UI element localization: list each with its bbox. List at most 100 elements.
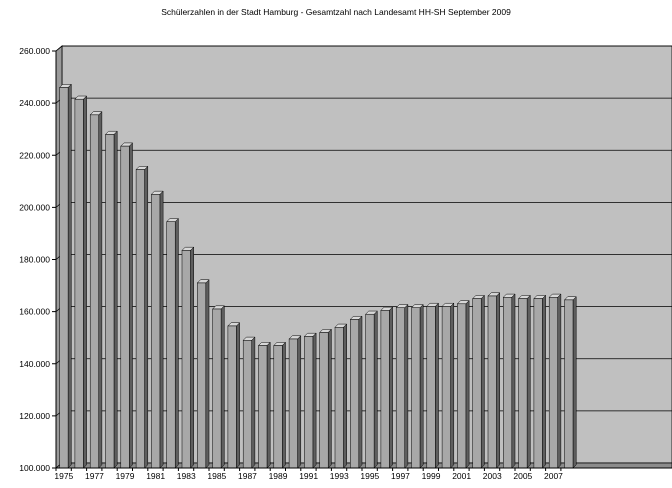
x-tick-label: 1977 <box>85 471 104 481</box>
gridline-side <box>55 45 63 52</box>
x-tick-label: 1985 <box>207 471 226 481</box>
bar-side <box>282 341 286 469</box>
x-tick-label: 1993 <box>330 471 349 481</box>
bar <box>151 194 161 469</box>
bar <box>59 87 69 469</box>
bar-side <box>480 294 485 469</box>
x-tick-label: 1979 <box>116 471 135 481</box>
bar <box>365 313 375 469</box>
x-tick-label: 1989 <box>269 471 288 481</box>
bar-side <box>419 303 424 469</box>
bar-side <box>465 300 470 469</box>
bar-side <box>205 279 210 469</box>
bar <box>319 332 329 469</box>
bar <box>212 308 222 469</box>
x-tick-label: 1995 <box>360 471 379 481</box>
y-tick-label: 120.000 <box>19 411 50 421</box>
plot-floor <box>54 462 672 469</box>
x-tick-label: 1975 <box>54 471 73 481</box>
bar-side <box>343 323 347 469</box>
x-tick-label: 2001 <box>452 471 471 481</box>
y-tick-label: 240.000 <box>19 98 50 108</box>
plot-area <box>54 45 672 469</box>
bar-side <box>450 302 455 469</box>
bar-side <box>496 292 500 469</box>
bar-side <box>236 322 240 469</box>
y-tick-label: 160.000 <box>19 307 50 317</box>
bar <box>533 298 543 469</box>
bar <box>197 282 207 469</box>
bar <box>120 145 130 469</box>
bar-side <box>526 294 531 469</box>
bar-side <box>358 315 363 469</box>
bar-side <box>190 246 194 469</box>
x-tick-label: 1983 <box>177 471 196 481</box>
bar <box>472 298 482 469</box>
bar <box>395 307 405 469</box>
bar-side <box>144 165 149 469</box>
bar <box>380 310 390 469</box>
y-tick-label: 260.000 <box>19 46 50 56</box>
bar-side <box>404 303 409 469</box>
bar <box>181 250 191 469</box>
y-tick-label: 180.000 <box>19 255 50 265</box>
bar <box>304 336 314 469</box>
chart-title: Schülerzahlen in der Stadt Hamburg - Ges… <box>161 7 511 17</box>
bar-side <box>435 302 439 469</box>
tick-labels: 100.000 120.000 140.000 160.000 180.000 200.0… <box>19 46 563 481</box>
bar <box>227 325 237 469</box>
y-tick-label: 220.000 <box>19 150 50 160</box>
bar <box>411 307 421 469</box>
bar <box>548 297 558 469</box>
bar <box>350 319 360 469</box>
bar-side <box>312 332 317 469</box>
bar <box>503 297 513 469</box>
bar-side <box>220 305 225 469</box>
bars <box>58 83 577 469</box>
x-tick-label: 1991 <box>299 471 318 481</box>
bar <box>457 303 467 469</box>
bar <box>166 221 176 469</box>
y-tick-label: 200.000 <box>19 202 50 212</box>
y-tick-label: 140.000 <box>19 359 50 369</box>
x-tick-label: 1987 <box>238 471 257 481</box>
bar-side <box>511 293 516 469</box>
bar-side <box>98 111 103 469</box>
bar-side <box>542 294 546 469</box>
bar-side <box>159 190 164 469</box>
bar <box>518 298 528 469</box>
bar-side <box>266 341 271 469</box>
x-tick-label: 1997 <box>391 471 410 481</box>
bar <box>242 340 252 469</box>
bar <box>487 295 497 469</box>
bar-side <box>572 296 577 469</box>
bar-side <box>129 142 133 469</box>
bar-side <box>389 306 393 469</box>
x-tick-label: 2003 <box>483 471 502 481</box>
bar <box>74 98 84 469</box>
axes <box>52 50 672 471</box>
bar-side <box>174 217 179 469</box>
bar <box>564 299 574 469</box>
bar-side <box>83 95 87 469</box>
bar <box>89 114 99 469</box>
bar <box>105 134 115 469</box>
x-tick-label: 2005 <box>513 471 532 481</box>
bar <box>273 345 283 469</box>
bar <box>441 306 451 469</box>
bar-side <box>557 293 562 469</box>
bar-side <box>67 83 72 469</box>
bar-side <box>251 336 256 469</box>
y-tick-label: 100.000 <box>19 463 50 473</box>
x-tick-label: 1981 <box>146 471 165 481</box>
bar <box>135 169 145 469</box>
bar <box>258 345 268 469</box>
bar <box>288 338 298 469</box>
bar-side <box>327 328 332 469</box>
bar-side <box>297 335 302 469</box>
x-tick-label: 2007 <box>544 471 563 481</box>
bar <box>334 327 344 469</box>
bar-side <box>373 310 378 469</box>
x-tick-label: 1999 <box>422 471 441 481</box>
